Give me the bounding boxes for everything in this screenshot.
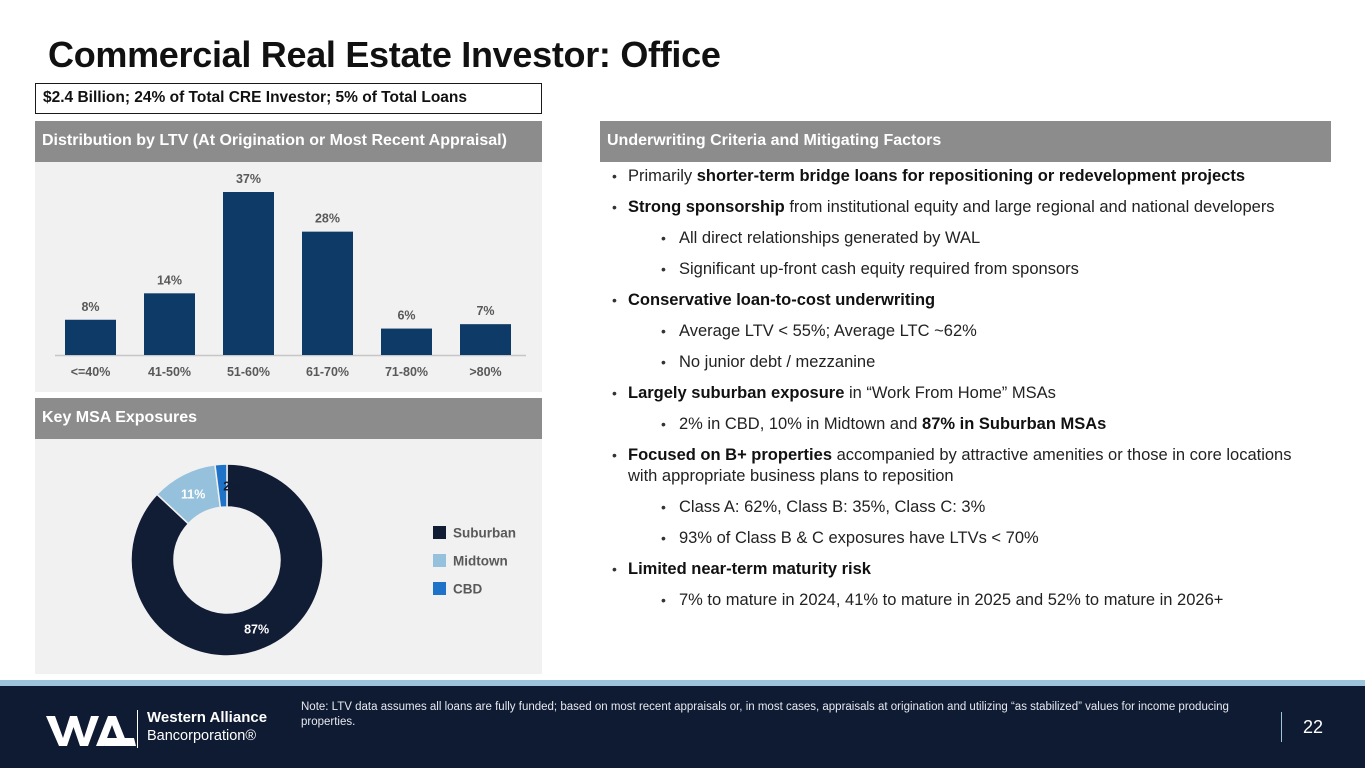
ltv-category-tick-label: >80% — [469, 365, 501, 379]
ltv-panel-header: Distribution by LTV (At Origination or M… — [35, 121, 542, 162]
msa-legend-label: Midtown — [453, 554, 508, 569]
ltv-bar-value-label: 8% — [81, 300, 99, 314]
sub-bullet-class-bc-ltv: • 93% of Class B & C exposures have LTVs … — [661, 529, 1039, 547]
sub-bullet-class-mix: • Class A: 62%, Class B: 35%, Class C: 3% — [661, 498, 986, 516]
bullet-bridge-loans: • Primarily shorter-term bridge loans for… — [612, 167, 1246, 185]
bullet-b-plus-properties: • Focused on B+ properties accompanied by… — [612, 446, 1292, 485]
page-number: 22 — [1303, 717, 1324, 737]
msa-legend-label: Suburban — [453, 526, 516, 541]
ltv-bar-value-label: 7% — [476, 304, 494, 318]
sub-bullet-average-ltv: • Average LTV < 55%; Average LTC ~62% — [661, 322, 977, 340]
bullet-dot: • — [661, 499, 666, 515]
msa-slice-value-label: 2% — [223, 480, 241, 494]
msa-donut-slice — [214, 463, 228, 509]
msa-panel-header: Key MSA Exposures — [35, 398, 542, 439]
underwriting-panel-header: Underwriting Criteria and Mitigating Fac… — [600, 121, 1331, 162]
bullet-conservative-ltc: • Conservative loan-to-cost underwriting — [612, 291, 936, 309]
bullet-dot: • — [612, 199, 617, 215]
ltv-panel: 8% <=40% 14% 41-50% 37% 51-60% 28% 61-70% 6% 71-8… — [35, 162, 542, 392]
sub-bullet-no-junior-debt: • No junior debt / mezzanine — [661, 353, 876, 371]
bullet-dot: • — [661, 261, 666, 277]
ltv-bar — [65, 319, 116, 355]
bullet-dot: • — [661, 416, 666, 432]
msa-legend-swatch — [433, 554, 446, 567]
bullet-dot: • — [612, 561, 617, 577]
bullet-suburban-exposure: • Largely suburban exposure in “Work From… — [612, 384, 1056, 402]
ltv-bar-chart: 8% <=40% 14% 41-50% 37% 51-60% 28% 61-70% 6% 71-8… — [55, 172, 526, 379]
bullet-dot: • — [661, 230, 666, 246]
western-alliance-logo-icon — [46, 716, 136, 746]
msa-legend-swatch — [433, 582, 446, 595]
page-title: Commercial Real Estate Investor: Office — [48, 34, 721, 75]
footnote: Note: LTV data assumes all loans are ful… — [301, 701, 1229, 728]
bullet-maturity-risk: • Limited near-term maturity risk — [612, 560, 871, 578]
ltv-category-tick-label: 71-80% — [385, 365, 428, 379]
logo-divider — [137, 710, 138, 748]
ltv-bar — [223, 192, 274, 355]
summary-box: $2.4 Billion; 24% of Total CRE Investor;… — [35, 83, 542, 114]
msa-legend-label: CBD — [453, 582, 482, 597]
ltv-bar-value-label: 37% — [236, 172, 261, 186]
msa-slice-value-label: 11% — [181, 488, 205, 502]
ltv-category-tick-label: <=40% — [71, 365, 111, 379]
bullet-dot: • — [612, 447, 617, 463]
underwriting-bullet-list: • Primarily shorter-term bridge loans for… — [610, 166, 1320, 621]
brand-subname: Bancorporation® — [147, 728, 257, 744]
bullet-dot: • — [612, 292, 617, 308]
ltv-bar — [381, 328, 432, 355]
ltv-category-tick-label: 61-70% — [306, 365, 349, 379]
sub-bullet-msa-split: • 2% in CBD, 10% in Midtown and 87% in Su… — [661, 415, 1107, 433]
msa-slice-value-label: 87% — [244, 622, 269, 636]
bullet-dot: • — [612, 385, 617, 401]
msa-donut-slice — [130, 463, 324, 657]
bullet-dot: • — [661, 530, 666, 546]
ltv-bar-value-label: 14% — [157, 273, 182, 287]
footer-bar: Western Alliance Bancorporation® Note: L… — [0, 680, 1365, 768]
ltv-bar-value-label: 28% — [315, 212, 340, 226]
ltv-bar — [302, 231, 353, 355]
bullet-dot: • — [661, 354, 666, 370]
bullet-dot: • — [612, 168, 617, 184]
ltv-bar-value-label: 6% — [397, 309, 415, 323]
msa-panel: 87% 11% 2% Suburban Midtown CBD — [35, 439, 542, 674]
bullet-dot: • — [661, 592, 666, 608]
bullet-dot: • — [661, 323, 666, 339]
ltv-bar — [460, 324, 511, 355]
ltv-category-tick-label: 51-60% — [227, 365, 270, 379]
ltv-category-tick-label: 41-50% — [148, 365, 191, 379]
sub-bullet-direct-relationships: • All direct relationships generated by W… — [661, 229, 981, 247]
page-number-divider — [1281, 712, 1282, 742]
msa-legend-swatch — [433, 526, 446, 539]
bullet-sponsorship: • Strong sponsorship from institutional e… — [612, 198, 1275, 216]
ltv-bar — [144, 293, 195, 355]
sub-bullet-maturity-schedule: • 7% to mature in 2024, 41% to mature in … — [661, 591, 1224, 609]
msa-donut-chart: 87% 11% 2% Suburban Midtown CBD — [130, 463, 516, 657]
sub-bullet-cash-equity: • Significant up-front cash equity requir… — [661, 260, 1079, 278]
brand-name: Western Alliance — [147, 709, 268, 726]
